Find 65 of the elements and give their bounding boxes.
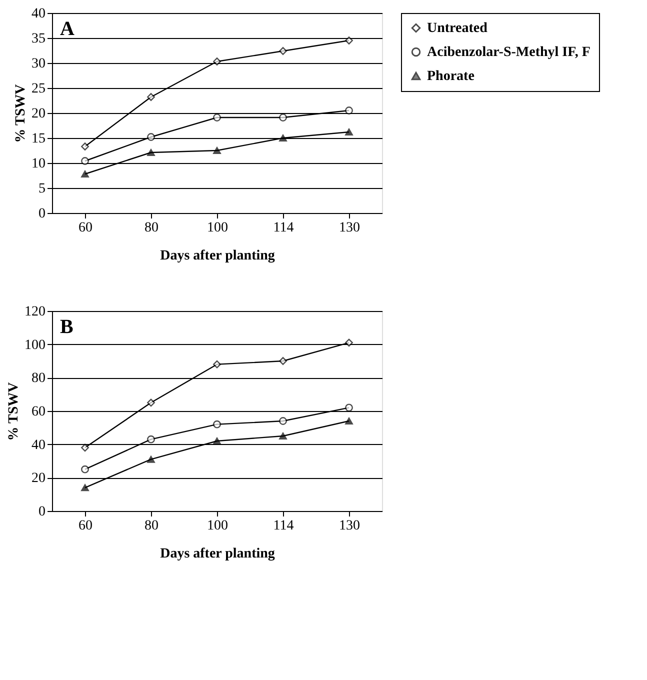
point [213,58,221,66]
point [147,93,155,101]
y-tick-label: 0 [38,206,46,222]
legend-label: Untreated [427,21,488,36]
x-tick-label: 80 [144,220,158,236]
point [213,360,221,368]
y-tick-label: 10 [32,156,46,172]
point [147,398,155,407]
point [81,157,89,165]
point [213,420,221,428]
y-tick-label: 35 [32,32,46,46]
point [147,148,155,156]
y-tick-label: 0 [38,504,46,520]
point [279,432,287,440]
y-tick-label: 40 [32,438,46,453]
x-axis-title: Days after planting [160,248,275,264]
x-axis-title: Days after planting [160,546,275,562]
y-tick-label: 40 [32,6,46,22]
point [81,465,89,474]
point [345,106,353,114]
y-tick-label: 100 [24,338,46,353]
y-tick-label: 20 [32,106,46,122]
point [279,357,287,365]
point [345,338,353,347]
point [345,128,353,136]
point [345,404,353,412]
legend-label: Phorate [427,69,474,84]
x-tick-label: 114 [273,220,294,236]
point [279,114,287,122]
x-tick-label: 80 [144,518,158,534]
y-tick-label: 15 [32,132,46,146]
x-tick-label: 114 [273,518,294,534]
y-tick-label: 20 [32,471,46,486]
y-tick-label: 80 [32,371,46,386]
y-axis-title: % TSWV [6,382,22,441]
point [81,484,89,492]
point [147,456,155,463]
point [279,134,287,142]
y-tick-label: 30 [32,56,46,72]
y-tick-label: 5 [38,182,46,196]
annotation: A [60,18,75,40]
point [81,444,89,452]
y-tick-label: 60 [32,404,46,420]
legend-label: Acibenzolar-S-Methyl IF, F [427,45,590,60]
y-tick-label: 120 [24,304,46,320]
point [345,36,353,44]
point [213,146,221,154]
point [147,133,155,141]
point [279,417,287,425]
x-tick-label: 130 [339,518,360,534]
x-tick-label: 100 [207,220,228,236]
point [213,114,221,122]
annotation: B [60,316,74,338]
x-tick-label: 100 [207,518,228,534]
point [81,142,89,150]
y-axis-title: % TSWV [14,84,28,143]
point [213,437,221,445]
x-tick-label: 60 [78,220,92,236]
point [81,170,89,178]
x-tick-label: 130 [339,220,360,236]
point [279,47,287,55]
point [147,435,155,444]
point [345,417,353,425]
y-tick-label: 25 [32,82,46,96]
x-tick-label: 60 [78,518,92,534]
